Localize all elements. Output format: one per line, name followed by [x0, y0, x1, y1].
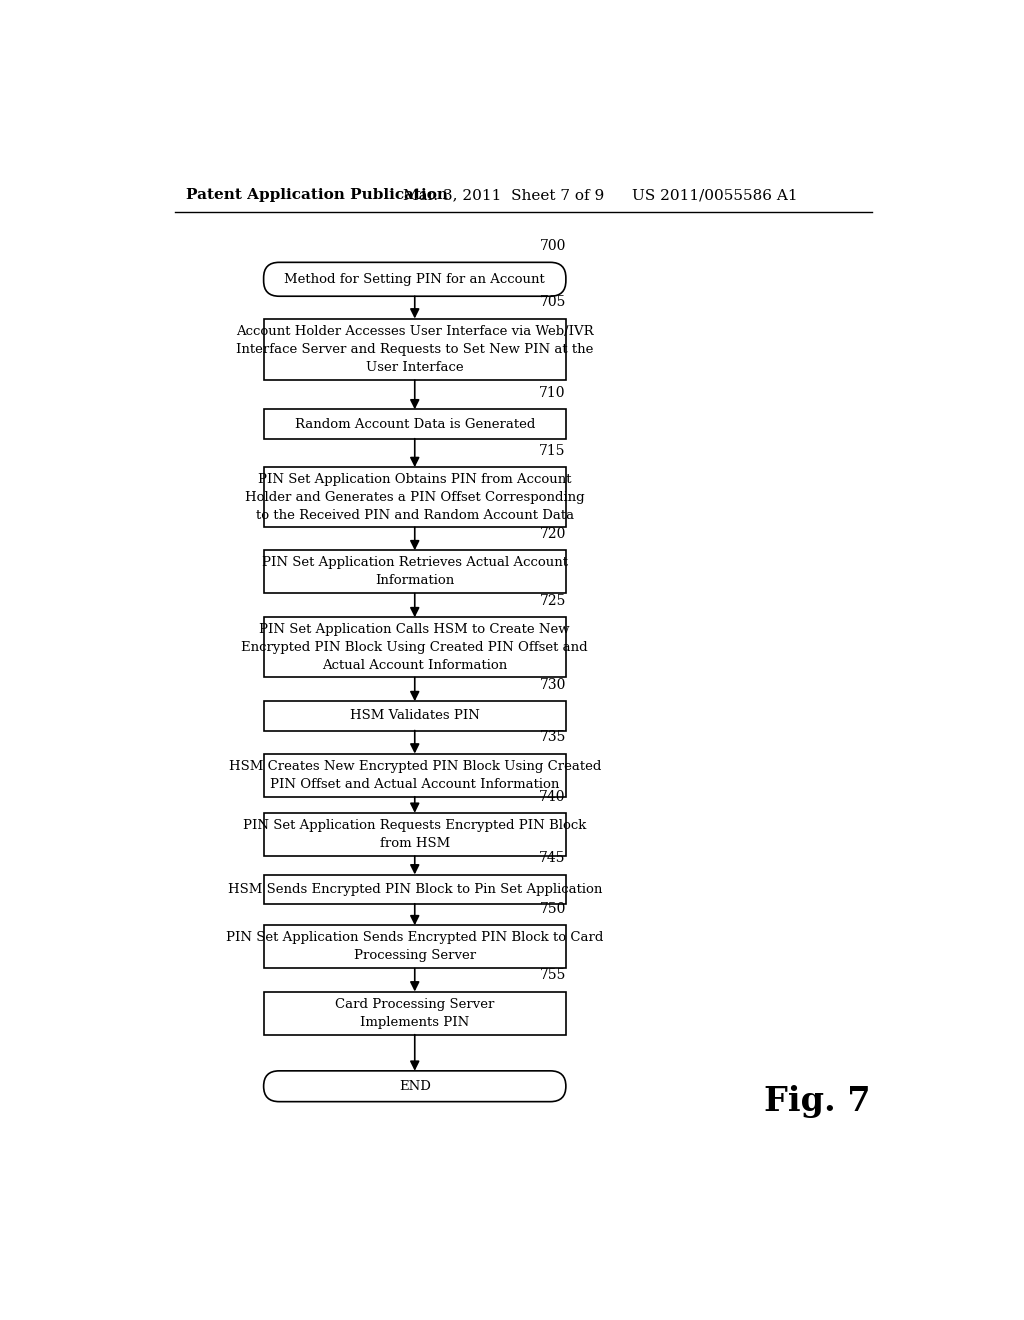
Text: 755: 755 [540, 969, 566, 982]
FancyBboxPatch shape [263, 813, 566, 857]
Text: US 2011/0055586 A1: US 2011/0055586 A1 [632, 189, 798, 202]
Text: Account Holder Accesses User Interface via Web/IVR
Interface Server and Requests: Account Holder Accesses User Interface v… [236, 325, 594, 374]
FancyBboxPatch shape [263, 318, 566, 380]
Text: 735: 735 [540, 730, 566, 744]
Text: 720: 720 [540, 527, 566, 541]
FancyBboxPatch shape [263, 409, 566, 438]
Text: PIN Set Application Calls HSM to Create New
Encrypted PIN Block Using Created PI: PIN Set Application Calls HSM to Create … [242, 623, 588, 672]
FancyBboxPatch shape [263, 263, 566, 296]
FancyBboxPatch shape [263, 754, 566, 797]
Text: Fig. 7: Fig. 7 [764, 1085, 870, 1118]
Text: Patent Application Publication: Patent Application Publication [186, 189, 449, 202]
Text: 750: 750 [540, 902, 566, 916]
FancyBboxPatch shape [263, 875, 566, 904]
Text: PIN Set Application Retrieves Actual Account
Information: PIN Set Application Retrieves Actual Acc… [262, 557, 567, 587]
Text: HSM Sends Encrypted PIN Block to Pin Set Application: HSM Sends Encrypted PIN Block to Pin Set… [227, 883, 602, 896]
Text: PIN Set Application Obtains PIN from Account
Holder and Generates a PIN Offset C: PIN Set Application Obtains PIN from Acc… [245, 473, 585, 521]
FancyBboxPatch shape [263, 701, 566, 730]
Text: 705: 705 [540, 296, 566, 309]
Text: END: END [398, 1080, 431, 1093]
Text: Method for Setting PIN for an Account: Method for Setting PIN for an Account [285, 273, 545, 286]
FancyBboxPatch shape [263, 550, 566, 594]
Text: 710: 710 [540, 387, 566, 400]
Text: HSM Validates PIN: HSM Validates PIN [350, 709, 479, 722]
Text: Random Account Data is Generated: Random Account Data is Generated [295, 417, 535, 430]
Text: 725: 725 [540, 594, 566, 609]
Text: HSM Creates New Encrypted PIN Block Using Created
PIN Offset and Actual Account : HSM Creates New Encrypted PIN Block Usin… [228, 760, 601, 791]
Text: PIN Set Application Sends Encrypted PIN Block to Card
Processing Server: PIN Set Application Sends Encrypted PIN … [226, 932, 603, 962]
Text: 730: 730 [540, 678, 566, 692]
Text: 715: 715 [540, 444, 566, 458]
Text: Card Processing Server
Implements PIN: Card Processing Server Implements PIN [335, 998, 495, 1028]
Text: 740: 740 [540, 789, 566, 804]
Text: 745: 745 [540, 851, 566, 866]
FancyBboxPatch shape [263, 925, 566, 969]
FancyBboxPatch shape [263, 991, 566, 1035]
Text: 700: 700 [540, 239, 566, 253]
FancyBboxPatch shape [263, 467, 566, 527]
Text: Mar. 3, 2011  Sheet 7 of 9: Mar. 3, 2011 Sheet 7 of 9 [403, 189, 604, 202]
Text: PIN Set Application Requests Encrypted PIN Block
from HSM: PIN Set Application Requests Encrypted P… [243, 818, 587, 850]
FancyBboxPatch shape [263, 1071, 566, 1102]
FancyBboxPatch shape [263, 618, 566, 677]
